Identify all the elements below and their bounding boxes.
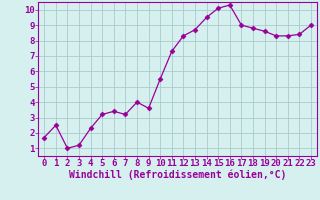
X-axis label: Windchill (Refroidissement éolien,°C): Windchill (Refroidissement éolien,°C) — [69, 170, 286, 180]
